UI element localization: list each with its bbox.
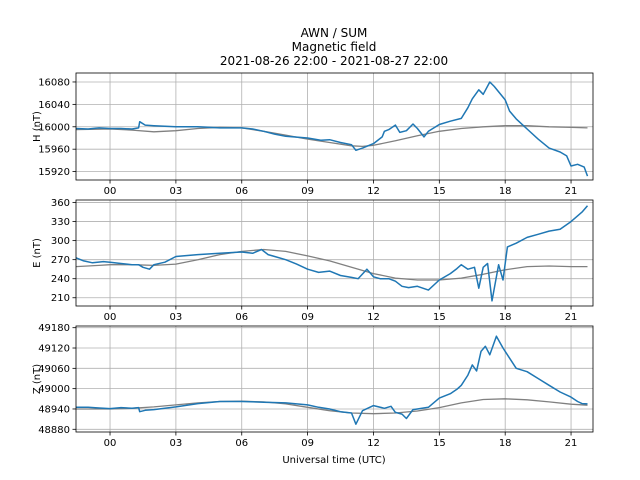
x-tick-label-e-4: 12: [367, 312, 380, 323]
x-tick-label-h-0: 00: [104, 186, 117, 197]
y-tick-label-e-3: 300: [51, 236, 70, 247]
y-tick-label-z-0: 48880: [38, 425, 70, 436]
x-tick-label-e-5: 15: [433, 312, 446, 323]
y-tick-label-e-2: 270: [51, 255, 70, 266]
panel-e: 00 03 06 09 12 15 18 21 210 240 270 300 330 360 E (nT): [32, 198, 594, 323]
x-tick-label-z-6: 18: [499, 438, 512, 449]
series-baseline-e: [75, 248, 588, 281]
x-tick-label-h-5: 15: [433, 186, 446, 197]
x-tick-label-h-2: 06: [235, 186, 248, 197]
y-tick-label-z-2: 49000: [38, 384, 70, 395]
series-measured-z: [76, 335, 588, 425]
x-tick-label-z-2: 06: [235, 438, 248, 449]
x-tick-label-h-7: 21: [565, 186, 578, 197]
y-tick-label-h-1: 15960: [38, 145, 70, 156]
series-baseline-h: [75, 125, 588, 148]
x-axis-label: Universal time (UTC): [282, 455, 385, 466]
x-tick-label-h-3: 09: [301, 186, 314, 197]
panel-h: 00 03 06 09 12 15 18 21 15920 15960 16000 16040 1608…: [32, 72, 594, 197]
series-baseline-z: [76, 398, 588, 415]
y-axis-label-e: E (nT): [32, 238, 43, 268]
panel-z: 00 03 06 09 12 15 18 21 48880 48940 49000 49060 4912…: [32, 323, 594, 449]
x-tick-label-z-1: 03: [170, 438, 183, 449]
figure-title-line-3: 2021-08-26 22:00 - 2021-08-27 22:00: [220, 54, 448, 68]
y-tick-label-z-3: 49060: [38, 364, 70, 375]
x-tick-label-e-3: 09: [301, 312, 314, 323]
figure-title-line-2: Magnetic field: [292, 40, 377, 54]
y-tick-label-h-4: 16080: [38, 77, 70, 88]
series-measured-h: [75, 81, 589, 177]
x-tick-label-z-7: 21: [565, 438, 578, 449]
plot-frame-e: [75, 199, 594, 307]
x-tick-label-z-3: 09: [301, 438, 314, 449]
x-tick-label-h-4: 12: [367, 186, 380, 197]
x-tick-label-e-0: 00: [104, 312, 117, 323]
y-tick-label-e-1: 240: [51, 274, 70, 285]
y-tick-label-e-0: 210: [51, 293, 70, 304]
y-tick-label-z-1: 48940: [38, 404, 70, 415]
y-tick-label-h-3: 16040: [38, 100, 70, 111]
plot-frame-z: [75, 325, 594, 433]
y-tick-label-h-2: 16000: [38, 122, 70, 133]
x-tick-label-z-0: 00: [104, 438, 117, 449]
y-tick-label-h-0: 15920: [38, 167, 70, 178]
y-axis-label-z: Z (nT): [32, 364, 43, 394]
x-tick-label-h-6: 18: [499, 186, 512, 197]
x-tick-label-e-6: 18: [499, 312, 512, 323]
x-tick-label-e-7: 21: [565, 312, 578, 323]
figure-title-line-1: AWN / SUM: [301, 26, 368, 40]
y-tick-label-z-5: 49180: [38, 323, 70, 334]
x-tick-label-z-4: 12: [367, 438, 380, 449]
x-tick-label-z-5: 15: [433, 438, 446, 449]
y-tick-label-e-5: 360: [51, 198, 70, 209]
x-tick-label-h-1: 03: [170, 186, 183, 197]
y-tick-label-e-4: 330: [51, 217, 70, 228]
y-tick-label-z-4: 49120: [38, 344, 70, 355]
x-tick-label-e-1: 03: [170, 312, 183, 323]
x-tick-label-e-2: 06: [235, 312, 248, 323]
series-measured-e: [75, 205, 589, 302]
y-axis-label-h: H (nT): [32, 111, 43, 142]
